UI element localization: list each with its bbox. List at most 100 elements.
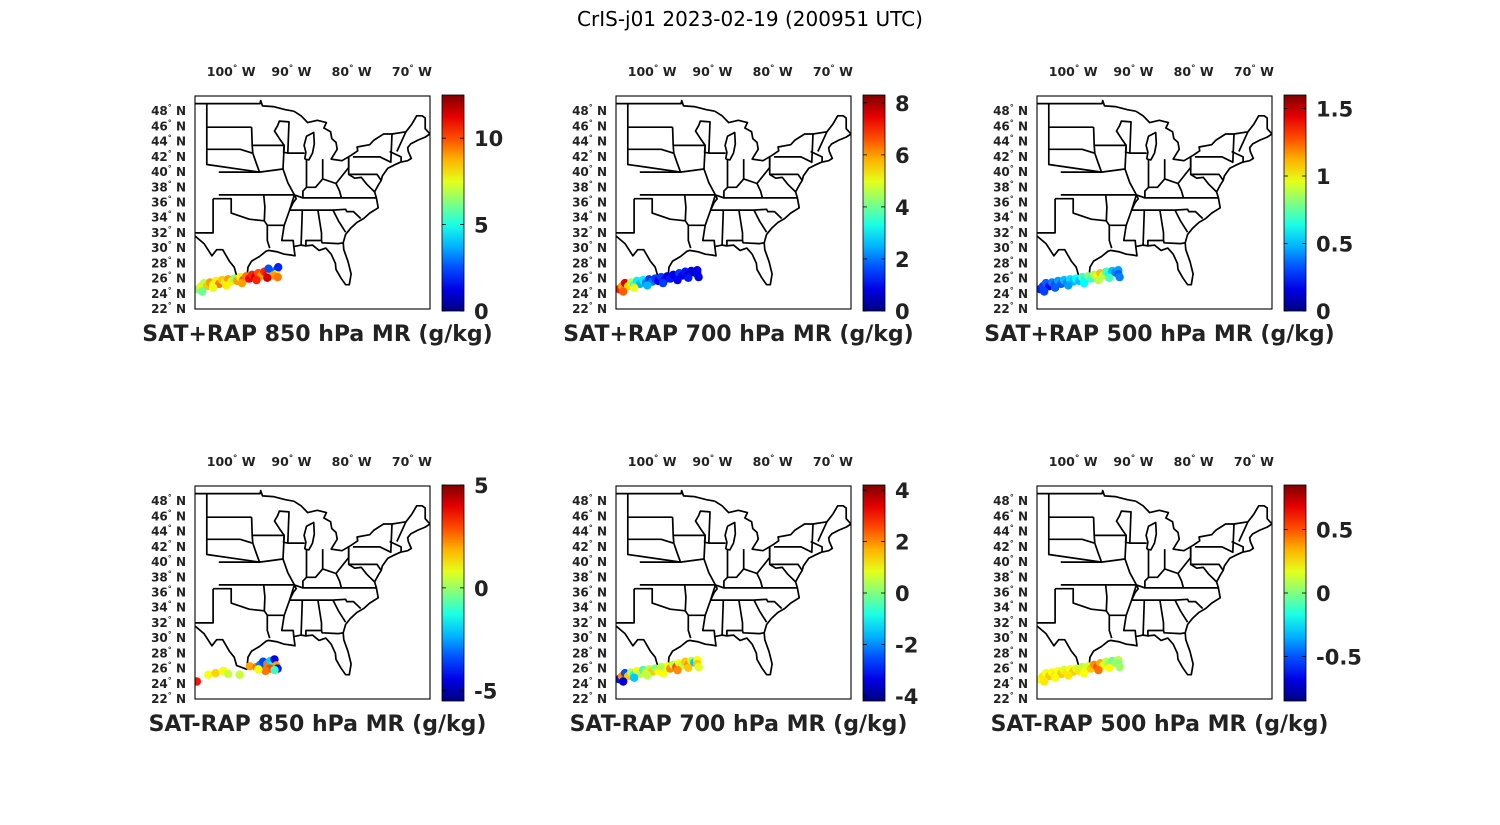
data-point — [694, 272, 703, 282]
state-border — [218, 194, 377, 199]
state-border — [673, 144, 726, 154]
lat-tick-label: 36° N — [572, 585, 607, 600]
state-border — [709, 194, 719, 211]
state-border — [1194, 523, 1235, 554]
state-border — [195, 500, 430, 676]
lat-tick-label: 24° N — [151, 286, 186, 301]
data-point — [274, 263, 283, 272]
state-border — [756, 573, 764, 589]
lat-tick-label: 22° N — [993, 691, 1028, 706]
lat-tick-label: 30° N — [151, 630, 186, 645]
state-border — [1190, 173, 1218, 193]
state-border — [352, 523, 393, 554]
state-border — [1148, 178, 1166, 189]
state-border — [389, 150, 402, 163]
state-border — [206, 148, 253, 154]
state-border — [1148, 568, 1166, 579]
state-border — [1060, 584, 1219, 589]
lat-tick-label: 46° N — [993, 118, 1028, 133]
state-border — [1130, 194, 1140, 211]
data-point — [1050, 283, 1060, 292]
state-border — [1094, 534, 1147, 544]
state-border — [721, 210, 725, 246]
state-border — [1048, 148, 1095, 154]
state-border — [195, 198, 214, 234]
state-border — [195, 588, 214, 624]
lat-tick-label: 32° N — [993, 225, 1028, 240]
state-border — [273, 510, 290, 544]
map-panel-1: 100° W 90° W 80° W 70° W 48° N46° N44° N42° … — [142, 64, 503, 347]
colorbar-tick-label: 1.5 — [1316, 98, 1353, 122]
colorbar — [862, 94, 886, 312]
lat-tick-label: 30° N — [572, 240, 607, 255]
lon-tick-label: 90° W — [1113, 64, 1153, 79]
lat-tick-label: 44° N — [151, 524, 186, 539]
lat-tick-label: 36° N — [993, 195, 1028, 210]
lat-tick-label: 26° N — [151, 661, 186, 676]
colorbar-tick-label: -2 — [895, 633, 918, 657]
state-border — [1037, 99, 1136, 113]
lat-tick-label: 28° N — [151, 645, 186, 660]
map-content — [1037, 99, 1272, 296]
lon-tick-label: 70° W — [813, 454, 853, 469]
data-point — [619, 677, 628, 686]
lon-tick-label: 100° W — [1049, 454, 1098, 469]
data-point — [264, 264, 273, 273]
state-border — [726, 599, 744, 636]
lon-tick-label: 100° W — [628, 454, 677, 469]
lat-tick-label: 36° N — [151, 585, 186, 600]
state-border — [1177, 183, 1185, 199]
lat-tick-label: 46° N — [993, 508, 1028, 523]
data-point — [673, 665, 682, 675]
lat-tick-label: 24° N — [993, 676, 1028, 691]
lat-tick-label: 42° N — [993, 539, 1028, 554]
colorbar-tick-label: 0 — [474, 300, 489, 324]
colorbar — [441, 94, 465, 312]
state-border — [753, 599, 768, 623]
state-border — [195, 489, 294, 503]
state-border — [1104, 584, 1113, 639]
lat-tick-label: 30° N — [151, 240, 186, 255]
state-border — [1092, 127, 1103, 173]
data-point — [1040, 287, 1049, 296]
state-border — [1142, 210, 1146, 246]
state-border — [688, 614, 716, 637]
state-border — [810, 540, 823, 553]
state-border — [756, 183, 764, 199]
data-point — [1079, 668, 1089, 678]
state-border — [303, 131, 316, 161]
state-border — [282, 168, 296, 226]
state-border — [810, 150, 823, 163]
data-point — [684, 273, 693, 282]
state-border — [683, 194, 692, 249]
state-border — [1037, 198, 1056, 234]
lon-tick-label: 80° W — [753, 64, 793, 79]
state-border — [288, 584, 298, 601]
colorbar-tick-label: 6 — [895, 144, 910, 168]
lat-tick-label: 34° N — [993, 210, 1028, 225]
state-border — [347, 546, 382, 571]
colorbar-tick-label: 5 — [474, 214, 489, 238]
state-border — [709, 584, 719, 601]
state-border — [1147, 599, 1165, 636]
lon-tick-label: 80° W — [753, 454, 793, 469]
state-border — [753, 209, 768, 233]
lat-tick-label: 42° N — [572, 539, 607, 554]
lat-tick-label: 22° N — [151, 691, 186, 706]
state-border — [1094, 144, 1147, 154]
state-border — [723, 159, 729, 198]
state-border — [1231, 150, 1244, 163]
state-border — [680, 535, 707, 563]
lat-tick-label: 40° N — [993, 164, 1028, 179]
state-border — [688, 224, 716, 247]
state-border — [267, 224, 295, 247]
lat-tick-label: 36° N — [572, 195, 607, 210]
lat-tick-label: 38° N — [572, 569, 607, 584]
state-border — [302, 549, 308, 588]
map-frame — [615, 485, 852, 700]
lat-tick-label: 32° N — [151, 615, 186, 630]
state-border — [259, 535, 286, 563]
state-border — [289, 598, 362, 610]
lat-tick-label: 38° N — [572, 179, 607, 194]
state-border — [671, 127, 682, 173]
